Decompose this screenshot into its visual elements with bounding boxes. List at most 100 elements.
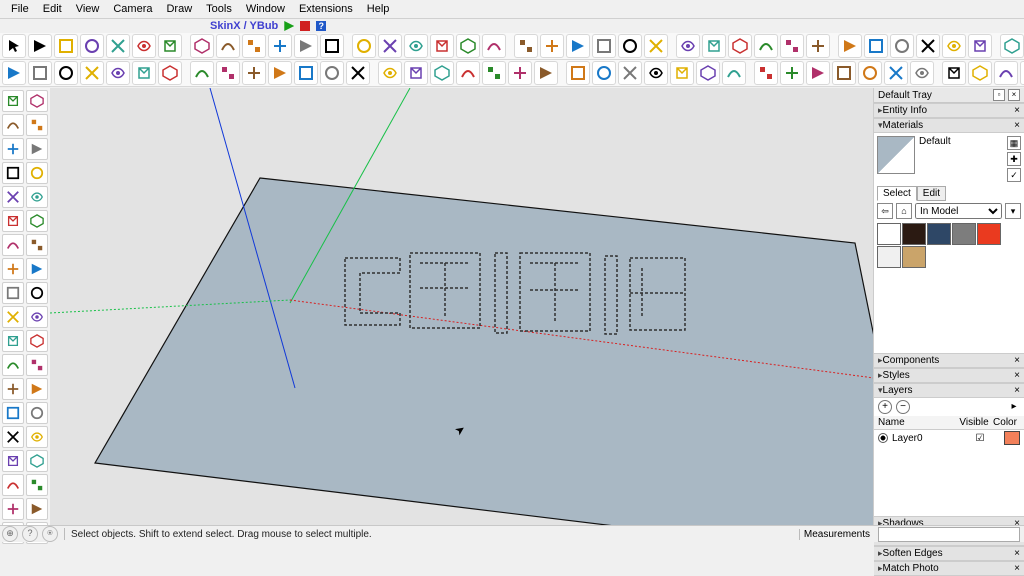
panel-materials[interactable]: ▾Materials × — [874, 118, 1024, 133]
top1-tool-15[interactable] — [430, 34, 454, 58]
left-tool-13[interactable] — [2, 186, 24, 208]
top2-tool-45[interactable] — [670, 61, 694, 85]
panel-close-icon[interactable]: × — [1014, 385, 1020, 396]
top2-tool-32[interactable] — [320, 61, 344, 85]
panel-components[interactable]: ▸Components × — [874, 353, 1024, 368]
top2-tool-52[interactable] — [858, 61, 882, 85]
layer-row[interactable]: Layer0 ☑ — [874, 430, 1024, 446]
top1-tool-31[interactable] — [864, 34, 888, 58]
menu-draw[interactable]: Draw — [159, 3, 199, 15]
top2-tool-55[interactable] — [942, 61, 966, 85]
layer-add-icon[interactable]: + — [878, 400, 892, 414]
swatch-5[interactable] — [877, 246, 901, 268]
top1-tool-5[interactable] — [158, 34, 182, 58]
left-tool-9[interactable] — [2, 138, 24, 160]
top2-tool-33[interactable] — [346, 61, 370, 85]
swatch-1[interactable] — [902, 223, 926, 245]
top1-tool-33[interactable] — [916, 34, 940, 58]
top2-tool-24[interactable] — [106, 61, 130, 85]
panel-close-icon[interactable]: × — [1014, 548, 1020, 559]
tab-edit[interactable]: Edit — [917, 186, 946, 201]
top1-tool-35[interactable] — [968, 34, 992, 58]
tray-title-bar[interactable]: Default Tray ▫× — [874, 88, 1024, 103]
top2-tool-34[interactable] — [378, 61, 402, 85]
material-home-icon[interactable]: ⌂ — [896, 203, 912, 219]
left-tool-24[interactable] — [26, 306, 48, 328]
tray-pin-icon[interactable]: ▫ — [993, 89, 1005, 101]
top2-tool-37[interactable] — [456, 61, 480, 85]
top2-tool-35[interactable] — [404, 61, 428, 85]
menu-view[interactable]: View — [69, 3, 107, 15]
material-display-icon[interactable]: ▦ — [1007, 136, 1021, 150]
left-tool-11[interactable] — [2, 162, 24, 184]
top2-tool-36[interactable] — [430, 61, 454, 85]
top1-tool-19[interactable] — [540, 34, 564, 58]
left-tool-23[interactable] — [2, 306, 24, 328]
top1-tool-8[interactable] — [242, 34, 266, 58]
left-tool-10[interactable] — [26, 138, 48, 160]
panel-close-icon[interactable]: × — [1014, 370, 1020, 381]
top1-tool-27[interactable] — [754, 34, 778, 58]
top2-tool-43[interactable] — [618, 61, 642, 85]
top1-tool-9[interactable] — [268, 34, 292, 58]
panel-layers[interactable]: ▾Layers × — [874, 383, 1024, 398]
top2-tool-27[interactable] — [190, 61, 214, 85]
left-tool-7[interactable] — [2, 114, 24, 136]
top1-tool-23[interactable] — [644, 34, 668, 58]
geo-icon[interactable]: ⊕ — [2, 526, 18, 542]
help-icon[interactable]: ? — [316, 21, 326, 31]
material-back-icon[interactable]: ⇦ — [877, 203, 893, 219]
material-create-icon[interactable]: ✚ — [1007, 152, 1021, 166]
left-tool-28[interactable] — [26, 354, 48, 376]
layer-visible-checkbox[interactable]: ☑ — [964, 433, 996, 444]
left-tool-14[interactable] — [26, 186, 48, 208]
menu-file[interactable]: File — [4, 3, 36, 15]
material-menu-icon[interactable]: ▾ — [1005, 203, 1021, 219]
left-tool-6[interactable] — [26, 90, 48, 112]
menu-window[interactable]: Window — [239, 3, 292, 15]
left-tool-40[interactable] — [26, 498, 48, 520]
viewport-3d[interactable]: ➤ — [50, 88, 874, 526]
top1-tool-10[interactable] — [294, 34, 318, 58]
top1-tool-16[interactable] — [456, 34, 480, 58]
left-tool-29[interactable] — [2, 378, 24, 400]
top1-tool-7[interactable] — [216, 34, 240, 58]
left-tool-15[interactable] — [2, 210, 24, 232]
top1-tool-25[interactable] — [702, 34, 726, 58]
top2-tool-20[interactable] — [2, 61, 26, 85]
left-tool-17[interactable] — [2, 234, 24, 256]
top2-tool-58[interactable] — [1020, 61, 1024, 85]
top2-tool-21[interactable] — [28, 61, 52, 85]
top1-tool-28[interactable] — [780, 34, 804, 58]
top2-tool-57[interactable] — [994, 61, 1018, 85]
play-icon[interactable] — [284, 21, 294, 31]
tab-select[interactable]: Select — [877, 186, 917, 201]
left-tool-25[interactable] — [2, 330, 24, 352]
material-preview[interactable] — [877, 136, 915, 174]
layer-remove-icon[interactable]: − — [896, 400, 910, 414]
top2-tool-22[interactable] — [54, 61, 78, 85]
panel-close-icon[interactable]: × — [1014, 563, 1020, 574]
top2-tool-54[interactable] — [910, 61, 934, 85]
top2-tool-48[interactable] — [754, 61, 778, 85]
stop-icon[interactable] — [300, 21, 310, 31]
top2-tool-40[interactable] — [534, 61, 558, 85]
swatch-3[interactable] — [952, 223, 976, 245]
top2-tool-29[interactable] — [242, 61, 266, 85]
left-tool-37[interactable] — [2, 474, 24, 496]
left-tool-8[interactable] — [26, 114, 48, 136]
swatch-4[interactable] — [977, 223, 1001, 245]
material-eyedrop-icon[interactable]: ✓ — [1007, 168, 1021, 182]
top2-tool-23[interactable] — [80, 61, 104, 85]
menu-edit[interactable]: Edit — [36, 3, 69, 15]
panel-styles[interactable]: ▸Styles × — [874, 368, 1024, 383]
left-tool-20[interactable] — [26, 258, 48, 280]
left-tool-32[interactable] — [26, 402, 48, 424]
top2-tool-53[interactable] — [884, 61, 908, 85]
left-tool-35[interactable] — [2, 450, 24, 472]
profile-icon[interactable]: ⍟ — [42, 526, 58, 542]
top1-tool-0[interactable] — [28, 34, 52, 58]
top1-tool-26[interactable] — [728, 34, 752, 58]
menu-camera[interactable]: Camera — [106, 3, 159, 15]
panel-close-icon[interactable]: × — [1014, 105, 1020, 116]
